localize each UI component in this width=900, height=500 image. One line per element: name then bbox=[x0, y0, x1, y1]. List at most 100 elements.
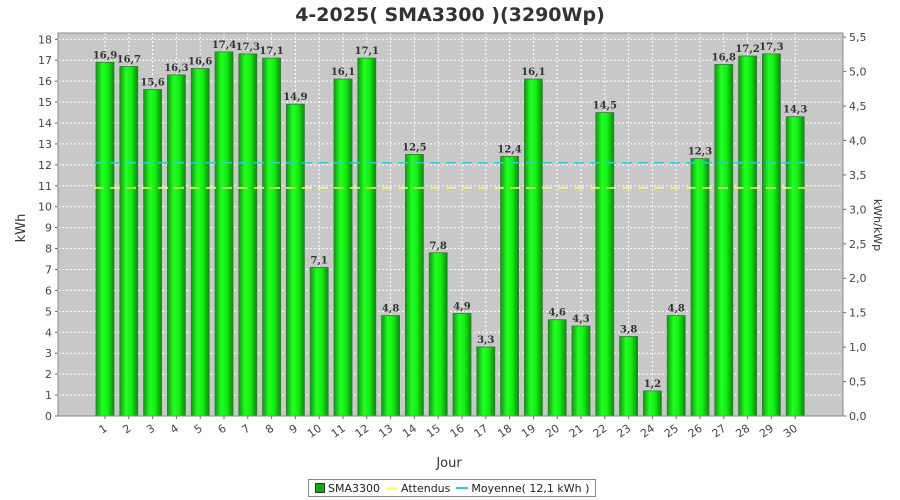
x-tick-label: 5 bbox=[192, 422, 205, 437]
bar bbox=[500, 156, 520, 417]
y2-tick-label: 0,5 bbox=[849, 376, 867, 389]
plot-background bbox=[57, 32, 844, 417]
bar bbox=[666, 315, 686, 417]
legend: SMA3300 Attendus Moyenne( 12,1 kWh ) bbox=[308, 479, 597, 497]
data-label: 12,3 bbox=[688, 147, 712, 158]
data-label: 16,9 bbox=[93, 50, 117, 61]
plot-area: 01234567891011121314151617180,00,51,01,5… bbox=[38, 31, 867, 440]
x-tick-label: 8 bbox=[263, 422, 276, 437]
bar bbox=[547, 319, 567, 417]
data-label: 16,6 bbox=[188, 57, 212, 68]
bar bbox=[404, 153, 424, 417]
x-tick-label: 24 bbox=[638, 422, 657, 441]
data-label: 16,1 bbox=[521, 67, 545, 78]
y-tick-label: 3 bbox=[45, 347, 52, 360]
x-tick-label: 21 bbox=[567, 422, 586, 441]
x-tick-label: 11 bbox=[329, 422, 348, 441]
x-tick-label: 4 bbox=[168, 422, 181, 437]
x-tick-label: 2 bbox=[120, 422, 133, 437]
bar bbox=[595, 112, 615, 417]
data-label: 4,6 bbox=[548, 308, 565, 319]
y-axis-label: kWh bbox=[14, 214, 29, 243]
legend-swatch-attendus bbox=[386, 487, 398, 489]
x-tick-label: 25 bbox=[662, 422, 681, 441]
x-tick-label: 26 bbox=[686, 422, 705, 441]
x-tick-label: 16 bbox=[448, 422, 467, 441]
bar bbox=[190, 68, 210, 417]
bar bbox=[357, 57, 377, 417]
x-tick-label: 9 bbox=[287, 422, 300, 437]
y-tick-label: 8 bbox=[45, 243, 52, 256]
bar bbox=[143, 89, 163, 417]
y-tick-label: 5 bbox=[45, 305, 52, 318]
data-label: 14,3 bbox=[783, 105, 807, 116]
data-label: 17,3 bbox=[236, 42, 260, 53]
bar bbox=[738, 55, 757, 417]
data-label: 17,4 bbox=[212, 40, 236, 51]
y2-tick-label: 4,5 bbox=[849, 100, 867, 113]
x-tick-label: 10 bbox=[305, 422, 324, 441]
y-tick-label: 17 bbox=[38, 54, 52, 67]
plot-border bbox=[57, 32, 844, 417]
chart-title: 4-2025( SMA3300 )(3290Wp) bbox=[295, 4, 605, 26]
legend-item-attendus: Attendus bbox=[386, 482, 450, 495]
bar bbox=[571, 325, 591, 417]
legend-item-sma3300: SMA3300 bbox=[315, 482, 380, 495]
bar bbox=[619, 336, 638, 417]
y-tick-label: 0 bbox=[45, 410, 52, 423]
data-label: 15,6 bbox=[140, 78, 164, 89]
bar bbox=[95, 61, 115, 417]
y-tick-label: 13 bbox=[38, 138, 52, 151]
y-tick-label: 12 bbox=[38, 159, 52, 172]
data-label: 17,1 bbox=[259, 46, 283, 57]
bar bbox=[238, 53, 258, 417]
y-tick-label: 18 bbox=[38, 33, 52, 46]
bar bbox=[762, 53, 781, 417]
y2-tick-label: 1,0 bbox=[849, 341, 867, 354]
y2-tick-label: 2,5 bbox=[849, 238, 867, 251]
bar bbox=[452, 313, 472, 417]
legend-item-moyenne: Moyenne( 12,1 kWh ) bbox=[456, 482, 589, 495]
data-label: 4,9 bbox=[453, 301, 470, 312]
data-label: 12,4 bbox=[497, 144, 521, 155]
bar bbox=[119, 66, 139, 417]
y2-tick-label: 5,5 bbox=[849, 31, 867, 44]
y2-axis-label: kWh/kWp bbox=[871, 199, 884, 251]
bar bbox=[524, 78, 543, 417]
y-tick-label: 6 bbox=[45, 284, 52, 297]
x-tick-label: 1 bbox=[97, 422, 110, 437]
x-tick-label: 15 bbox=[424, 422, 443, 441]
y2-tick-label: 3,0 bbox=[849, 203, 867, 216]
x-tick-label: 29 bbox=[757, 422, 776, 441]
y-tick-label: 2 bbox=[45, 368, 52, 381]
y2-tick-label: 5,0 bbox=[849, 66, 867, 79]
x-tick-label: 13 bbox=[376, 422, 395, 441]
bar bbox=[476, 346, 496, 417]
x-tick-label: 20 bbox=[543, 422, 562, 441]
y2-tick-label: 2,0 bbox=[849, 272, 867, 285]
data-label: 12,5 bbox=[402, 142, 426, 153]
bar bbox=[333, 78, 353, 417]
x-tick-label: 12 bbox=[353, 422, 372, 441]
data-label: 17,3 bbox=[759, 42, 783, 53]
x-tick-label: 30 bbox=[781, 422, 800, 441]
bar bbox=[428, 252, 448, 417]
bar bbox=[381, 315, 401, 417]
y-tick-label: 9 bbox=[45, 222, 52, 235]
data-label: 16,8 bbox=[712, 52, 736, 63]
x-tick-label: 7 bbox=[239, 422, 252, 437]
y2-tick-label: 4,0 bbox=[849, 134, 867, 147]
data-label: 16,1 bbox=[331, 67, 355, 78]
data-label: 16,3 bbox=[164, 63, 188, 74]
x-tick-label: 27 bbox=[710, 422, 729, 441]
data-label: 4,3 bbox=[572, 314, 589, 325]
data-label: 7,1 bbox=[310, 255, 327, 266]
bar bbox=[285, 103, 305, 417]
legend-label-moyenne: Moyenne( 12,1 kWh ) bbox=[471, 481, 590, 495]
data-label: 17,1 bbox=[355, 46, 379, 57]
y-tick-label: 14 bbox=[38, 117, 52, 130]
legend-label-sma3300: SMA3300 bbox=[328, 481, 380, 495]
y2-tick-label: 1,5 bbox=[849, 307, 867, 320]
x-axis-label: Jour bbox=[435, 456, 462, 471]
